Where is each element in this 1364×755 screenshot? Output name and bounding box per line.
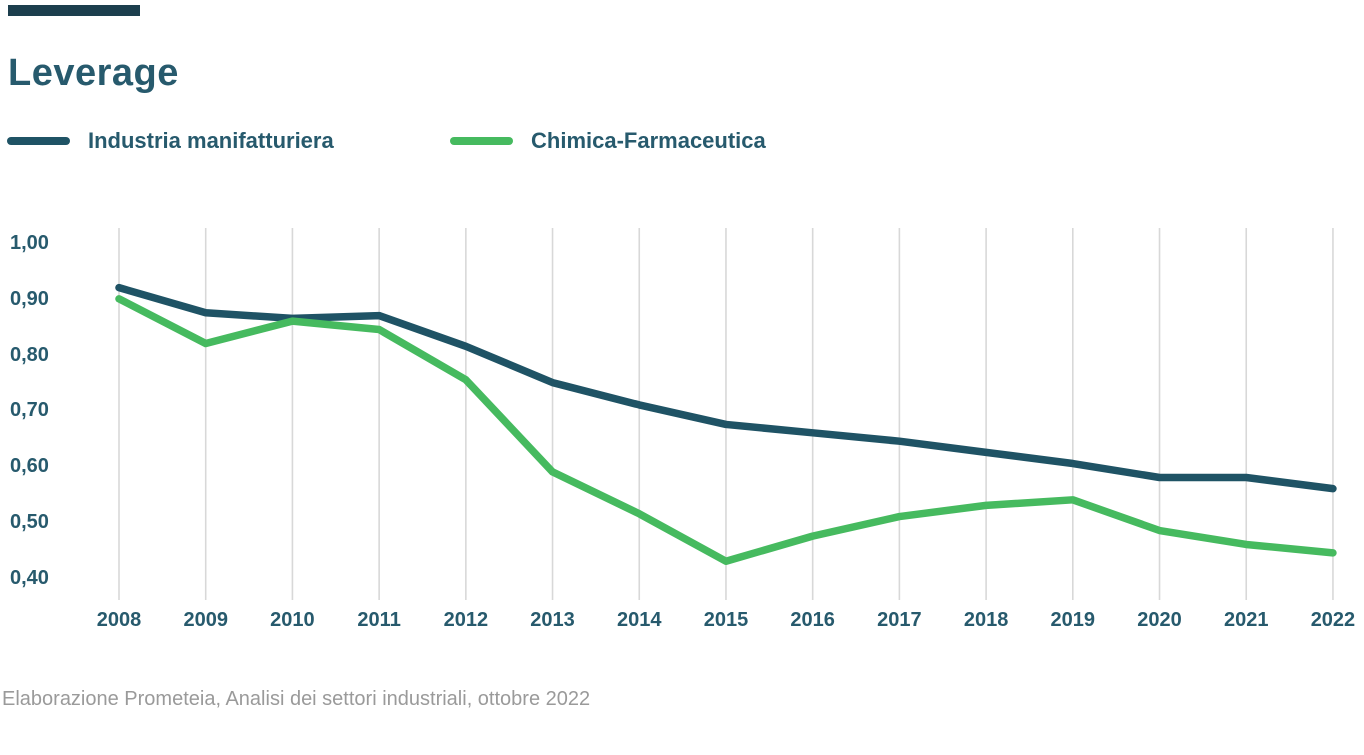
- page-title: Leverage: [8, 52, 179, 94]
- x-tick-label: 2015: [703, 609, 749, 631]
- y-tick-label: 0,80: [10, 343, 49, 366]
- x-tick-label: 2016: [790, 609, 835, 631]
- chart-legend: Industria manifatturiera Chimica-Farmace…: [0, 126, 1364, 156]
- y-tick-label: 0,50: [10, 511, 49, 534]
- x-tick-label: 2020: [1137, 609, 1182, 631]
- legend-swatch-navy-icon: [7, 137, 70, 145]
- y-tick-label: 0,90: [10, 287, 49, 310]
- y-tick-label: 0,70: [10, 399, 49, 422]
- x-tick-label: 2010: [270, 609, 315, 631]
- legend-label: Chimica-Farmaceutica: [531, 128, 766, 153]
- x-tick-label: 2011: [357, 609, 401, 631]
- series-line-industria-manifatturiera: [115, 283, 1337, 493]
- y-tick-label: 1,00: [10, 232, 49, 254]
- x-tick-label: 2008: [96, 609, 142, 631]
- y-tick-label: 0,60: [10, 455, 49, 478]
- series-line-chimica-farmaceutica: [115, 295, 1337, 565]
- brand-bar: [8, 5, 140, 16]
- source-note: Elaborazione Prometeia, Analisi dei sett…: [2, 688, 591, 710]
- legend-label: Industria manifatturiera: [88, 128, 334, 153]
- legend-item-chimica-farmaceutica: Chimica-Farmaceutica: [450, 126, 766, 156]
- x-tick-label: 2019: [1050, 609, 1096, 631]
- x-tick-label: 2021: [1223, 609, 1269, 631]
- x-tick-label: 2022: [1310, 609, 1356, 631]
- legend-item-industria-manifatturiera: Industria manifatturiera: [7, 126, 334, 156]
- y-tick-label: 0,40: [10, 566, 49, 589]
- legend-swatch-green-icon: [450, 137, 513, 145]
- x-tick-label: 2012: [443, 609, 489, 631]
- x-tick-label: 2013: [530, 609, 575, 631]
- x-tick-label: 2018: [963, 609, 1009, 631]
- x-tick-label: 2009: [183, 609, 228, 631]
- x-tick-label: 2014: [617, 609, 662, 631]
- x-tick-label: 2017: [877, 609, 922, 631]
